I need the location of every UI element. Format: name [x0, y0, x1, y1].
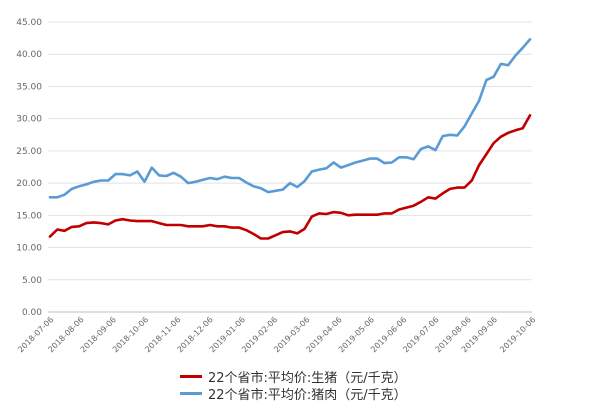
series-lines [48, 38, 532, 240]
x-tick-label: 2019-10-06 [498, 315, 537, 354]
legend-item-live-hog: 22个省市:平均价:生猪（元/千克） [180, 368, 407, 386]
series-line-1 [48, 38, 532, 199]
legend: 22个省市:平均价:生猪（元/千克） 22个省市:平均价:猪肉（元/千克） [180, 368, 407, 403]
y-tick-label: 20.00 [16, 179, 42, 189]
legend-item-pork: 22个省市:平均价:猪肉（元/千克） [180, 385, 407, 403]
y-axis-tick-labels: 0.00 5.00 10.00 15.00 20.00 25.00 30.00 35.00 40… [16, 18, 42, 318]
x-axis-tick-labels: 2018-07-062018-08-062018-09-062018-10-06… [16, 315, 537, 354]
y-tick-label: 5.00 [22, 276, 42, 286]
series-line-0 [48, 114, 532, 240]
y-tick-label: 15.00 [16, 211, 42, 221]
y-tick-label: 0.00 [22, 308, 42, 318]
y-tick-label: 40.00 [16, 50, 42, 60]
legend-swatch-live-hog [180, 375, 202, 378]
y-tick-label: 45.00 [16, 18, 42, 28]
legend-label-live-hog: 22个省市:平均价:生猪（元/千克） [208, 371, 407, 386]
legend-label-pork: 22个省市:平均价:猪肉（元/千克） [208, 388, 407, 403]
y-tick-label: 25.00 [16, 147, 42, 157]
gridlines [48, 21, 532, 281]
y-tick-label: 35.00 [16, 82, 42, 92]
legend-swatch-pork [180, 392, 202, 395]
y-tick-label: 30.00 [16, 115, 42, 125]
y-tick-label: 10.00 [16, 244, 42, 254]
